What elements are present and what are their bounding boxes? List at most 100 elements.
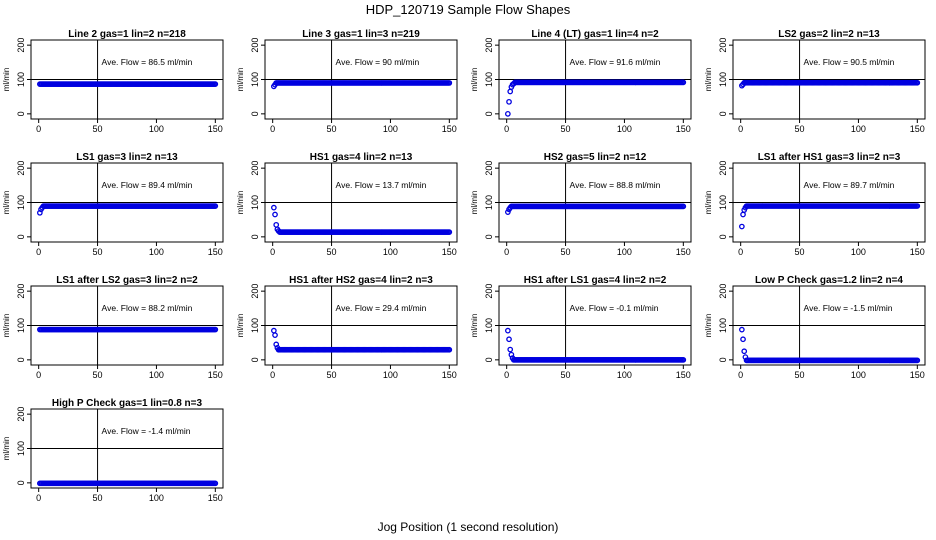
x-tick-label: 100: [851, 124, 866, 134]
data-point: [741, 348, 748, 355]
x-tick-label: 0: [36, 124, 41, 134]
y-axis-label: ml/min: [704, 191, 713, 215]
y-tick-label: 0: [484, 111, 494, 116]
data-point: [505, 110, 511, 117]
panels-grid: Line 2 gas=1 lin=2 n=218 0 50 100 150 0 100 200…: [2, 29, 926, 503]
y-tick-label: 200: [484, 38, 494, 53]
x-tick-label: 50: [795, 124, 805, 134]
data-point: [212, 326, 219, 333]
average-flow-annotation: Ave. Flow = 89.7 ml/min: [804, 180, 895, 190]
data-points: [37, 480, 219, 487]
panel-1: Line 2 gas=1 lin=2 n=218 0 50 100 150 0 100 200…: [2, 29, 224, 134]
average-flow-annotation: Ave. Flow = 88.2 ml/min: [102, 303, 193, 313]
data-point: [272, 211, 278, 218]
y-tick-label: 0: [250, 357, 260, 362]
y-axis-label: ml/min: [236, 314, 245, 338]
y-axis-label: ml/min: [704, 68, 713, 92]
panel-title: HS1 after LS1 gas=4 lin=2 n=2: [524, 275, 667, 286]
y-tick-label: 0: [484, 357, 494, 362]
y-tick-label: 200: [16, 284, 26, 299]
y-tick-label: 0: [16, 234, 26, 239]
panel-8: LS1 after HS1 gas=3 lin=2 n=3 0 50 100 150 0 1…: [704, 152, 926, 257]
data-point: [446, 346, 453, 353]
x-tick-label: 100: [383, 124, 398, 134]
y-axis-label: ml/min: [2, 191, 11, 215]
data-points: [37, 326, 219, 333]
x-tick-label: 150: [676, 124, 691, 134]
x-tick-label: 0: [270, 370, 275, 380]
data-points: [739, 79, 921, 89]
data-point: [506, 98, 512, 105]
x-tick-label: 150: [442, 124, 457, 134]
y-axis-label: ml/min: [2, 437, 11, 461]
x-tick-label: 0: [504, 247, 509, 257]
y-axis-label: ml/min: [470, 191, 479, 215]
y-tick-label: 100: [718, 72, 728, 87]
panel-title: LS1 after HS1 gas=3 lin=2 n=3: [758, 152, 901, 163]
average-flow-annotation: Ave. Flow = 91.6 ml/min: [570, 57, 661, 67]
panel-title: LS1 gas=3 lin=2 n=13: [76, 152, 178, 163]
x-tick-label: 50: [795, 247, 805, 257]
y-axis-label: ml/min: [2, 314, 11, 338]
y-tick-label: 200: [16, 161, 26, 176]
y-tick-label: 100: [250, 195, 260, 210]
x-tick-label: 50: [93, 370, 103, 380]
x-tick-label: 100: [851, 247, 866, 257]
x-tick-label: 150: [910, 124, 925, 134]
y-tick-label: 0: [16, 480, 26, 485]
y-tick-label: 100: [16, 441, 26, 456]
x-tick-label: 0: [36, 493, 41, 503]
x-tick-label: 0: [504, 124, 509, 134]
data-point: [212, 480, 219, 487]
panel-title: Line 4 (LT) gas=1 lin=4 n=2: [531, 29, 659, 40]
data-points: [271, 80, 453, 90]
panel-title: HS1 gas=4 lin=2 n=13: [310, 152, 413, 163]
panel-10: HS1 after HS2 gas=4 lin=2 n=3 0 50 100 150 0 1…: [236, 275, 458, 380]
y-tick-label: 200: [250, 38, 260, 53]
data-point: [212, 81, 219, 87]
average-flow-annotation: Ave. Flow = -1.4 ml/min: [102, 426, 191, 436]
data-point: [739, 326, 745, 333]
panel-4: LS2 gas=2 lin=2 n=13 0 50 100 150 0 100 200 ml/m…: [704, 29, 926, 134]
average-flow-annotation: Ave. Flow = 86.5 ml/min: [102, 57, 193, 67]
y-tick-label: 0: [250, 234, 260, 239]
y-axis-label: ml/min: [704, 314, 713, 338]
data-point: [212, 203, 219, 209]
data-point: [914, 357, 921, 364]
data-point: [272, 332, 278, 338]
average-flow-annotation: Ave. Flow = 90 ml/min: [336, 57, 420, 67]
panel-13: High P Check gas=1 lin=0.8 n=3 0 50 100 150 0…: [2, 398, 224, 503]
x-tick-label: 150: [208, 124, 223, 134]
data-point: [505, 209, 511, 215]
panel-5: LS1 gas=3 lin=2 n=13 0 50 100 150 0 100 200 ml/m…: [2, 152, 224, 257]
data-points: [271, 327, 453, 353]
y-tick-label: 100: [250, 318, 260, 333]
x-tick-label: 150: [442, 370, 457, 380]
y-tick-label: 100: [16, 318, 26, 333]
data-point: [446, 229, 453, 235]
data-point: [680, 79, 687, 86]
panel-title: HS2 gas=5 lin=2 n=12: [544, 152, 647, 163]
y-tick-label: 0: [250, 111, 260, 116]
data-point: [680, 203, 687, 210]
y-tick-label: 200: [718, 284, 728, 299]
y-tick-label: 100: [718, 318, 728, 333]
x-tick-label: 0: [738, 124, 743, 134]
x-tick-label: 50: [327, 370, 337, 380]
y-tick-label: 200: [250, 284, 260, 299]
y-tick-label: 100: [16, 195, 26, 210]
figure-title: HDP_120719 Sample Flow Shapes: [366, 2, 571, 17]
data-points: [505, 203, 687, 215]
y-tick-label: 100: [484, 195, 494, 210]
data-point: [507, 346, 514, 353]
x-tick-label: 50: [561, 247, 571, 257]
y-tick-label: 0: [718, 357, 728, 362]
y-axis-label: ml/min: [470, 314, 479, 338]
y-axis-label: ml/min: [470, 68, 479, 92]
average-flow-annotation: Ave. Flow = 13.7 ml/min: [336, 180, 427, 190]
x-tick-label: 150: [208, 493, 223, 503]
y-tick-label: 200: [484, 284, 494, 299]
x-tick-label: 100: [383, 370, 398, 380]
y-tick-label: 0: [484, 234, 494, 239]
